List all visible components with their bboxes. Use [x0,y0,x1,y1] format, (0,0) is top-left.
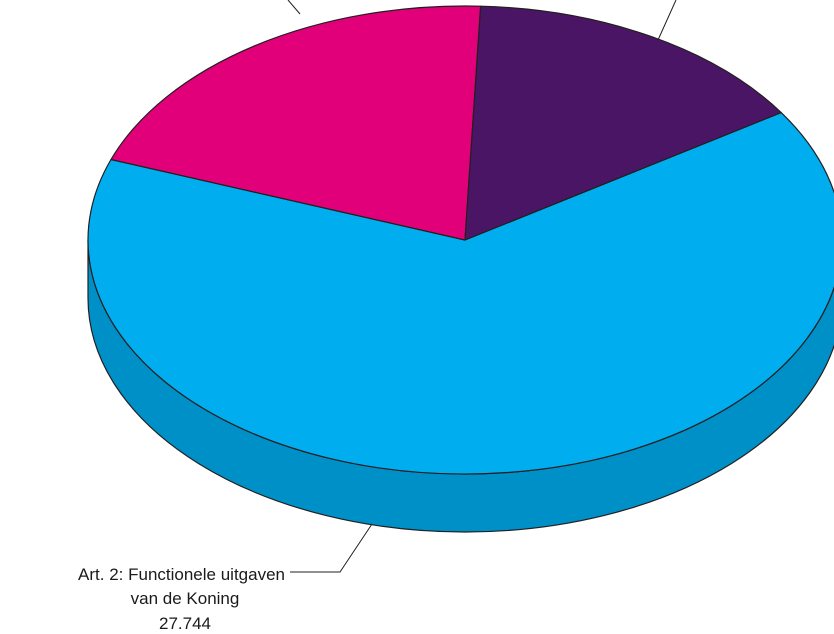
leader-line [657,0,677,41]
slice-label-line: Art. 2: Functionele uitgaven [78,565,285,584]
leader-line [287,0,301,15]
leader-lines [287,0,677,573]
slice-labels: Art. 2: Functionele uitgaven van de Koni… [78,565,285,633]
pie-slice [464,5,782,241]
slice-label-line: van de Koning [131,589,240,608]
pie-slice [110,5,482,241]
pie-slices [87,5,834,475]
slice-value-label: 27.744 [159,614,211,633]
pie-slice [87,111,834,475]
leader-line [290,523,373,573]
